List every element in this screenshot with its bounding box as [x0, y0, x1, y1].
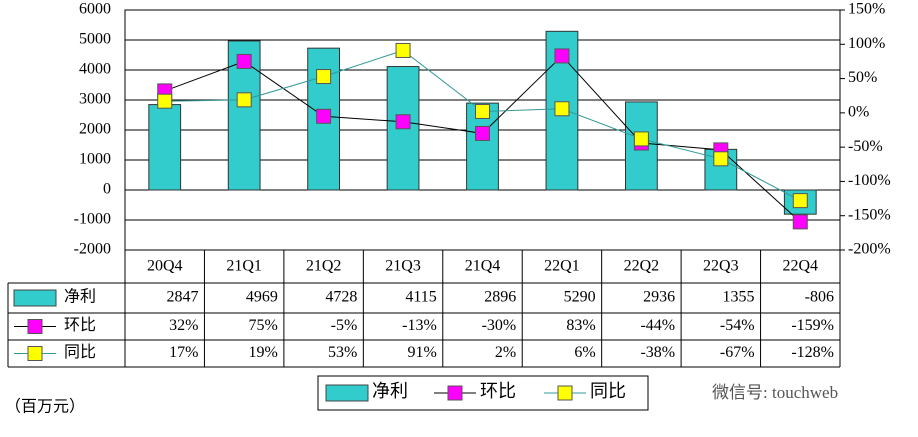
marker	[475, 125, 490, 141]
unit-label: （百万元）	[5, 398, 85, 416]
table-cell: -54%	[720, 317, 755, 334]
legend-label: 环比	[480, 381, 516, 401]
table-cell: -806	[805, 289, 834, 306]
marker	[236, 92, 252, 108]
table-cell: 4728	[325, 289, 357, 306]
y-tick-label: -1000	[74, 211, 111, 228]
marker	[236, 53, 252, 69]
table-cell: -67%	[720, 344, 755, 361]
legend-label: 净利	[372, 381, 408, 401]
table-cell: 4115	[405, 289, 436, 306]
x-tick-label: 22Q3	[703, 258, 739, 275]
table-cell: -30%	[482, 317, 517, 334]
x-tick-label: 22Q4	[782, 258, 818, 275]
marker	[792, 193, 808, 209]
table-cell: 2847	[166, 289, 198, 306]
marker	[633, 131, 649, 147]
x-tick-label: 21Q1	[226, 258, 262, 275]
table-cell: 32%	[169, 317, 198, 334]
marker	[554, 48, 570, 64]
marker	[395, 114, 411, 130]
bar	[148, 104, 182, 191]
table-cell: 83%	[566, 317, 595, 334]
marker	[554, 101, 570, 117]
table-cell: 2%	[495, 344, 516, 361]
y2-tick-label: -150%	[848, 206, 891, 223]
legend-box	[317, 375, 649, 411]
y2-tick-label: 0%	[848, 104, 869, 121]
y2-tick-label: -50%	[848, 138, 883, 155]
table-cell: 6%	[574, 344, 595, 361]
table-cell: 2896	[484, 289, 516, 306]
y2-tick-label: 50%	[848, 69, 877, 86]
y-tick-label: 6000	[79, 1, 111, 18]
y2-tick-label: -200%	[848, 241, 891, 258]
legend-key	[13, 289, 57, 307]
table-cell: 53%	[328, 344, 357, 361]
table-cell: -159%	[791, 317, 834, 334]
table-cell: -128%	[791, 344, 834, 361]
row-header: 环比	[64, 316, 96, 334]
x-tick-label: 21Q2	[306, 258, 342, 275]
x-tick-label: 22Q2	[624, 258, 660, 275]
marker	[713, 151, 729, 167]
y-tick-label: 4000	[79, 61, 111, 78]
table-cell: 91%	[407, 344, 436, 361]
legend-key	[27, 346, 43, 361]
bar	[386, 66, 420, 191]
legend-key	[325, 384, 369, 402]
legend-key	[557, 385, 573, 401]
table-cell: -5%	[331, 317, 358, 334]
y-tick-label: -2000	[74, 241, 111, 258]
x-tick-label: 20Q4	[147, 258, 183, 275]
row-header: 同比	[64, 343, 96, 361]
table-cell: -13%	[402, 317, 437, 334]
y-tick-label: 0	[103, 181, 111, 198]
table-cell: 5290	[564, 289, 596, 306]
watermark: 微信号: touchweb	[712, 383, 838, 402]
table-cell: 4969	[246, 289, 278, 306]
marker	[316, 69, 332, 85]
y-tick-label: 2000	[79, 121, 111, 138]
table-cell: 1355	[723, 289, 755, 306]
y-tick-label: 5000	[79, 31, 111, 48]
row-header: 净利	[64, 288, 96, 306]
marker	[395, 42, 411, 58]
table-cell: -44%	[640, 317, 675, 334]
table-cell: 2936	[643, 289, 675, 306]
marker	[475, 103, 490, 119]
legend-key	[27, 319, 43, 334]
table-cell: 17%	[169, 344, 198, 361]
y-tick-label: 1000	[79, 151, 111, 168]
table-cell: -38%	[640, 344, 675, 361]
table-cell: 75%	[249, 317, 278, 334]
y-tick-label: 3000	[79, 91, 111, 108]
legend-label: 同比	[590, 381, 626, 401]
x-tick-label: 21Q4	[465, 258, 501, 275]
legend-key	[447, 385, 463, 401]
marker	[157, 93, 173, 109]
table-cell: 19%	[249, 344, 278, 361]
y2-tick-label: 100%	[848, 35, 885, 52]
marker	[316, 108, 332, 124]
x-tick-label: 22Q1	[544, 258, 580, 275]
y2-tick-label: 150%	[848, 1, 885, 18]
x-tick-label: 21Q3	[385, 258, 421, 275]
y2-tick-label: -100%	[848, 172, 891, 189]
marker	[792, 214, 808, 230]
